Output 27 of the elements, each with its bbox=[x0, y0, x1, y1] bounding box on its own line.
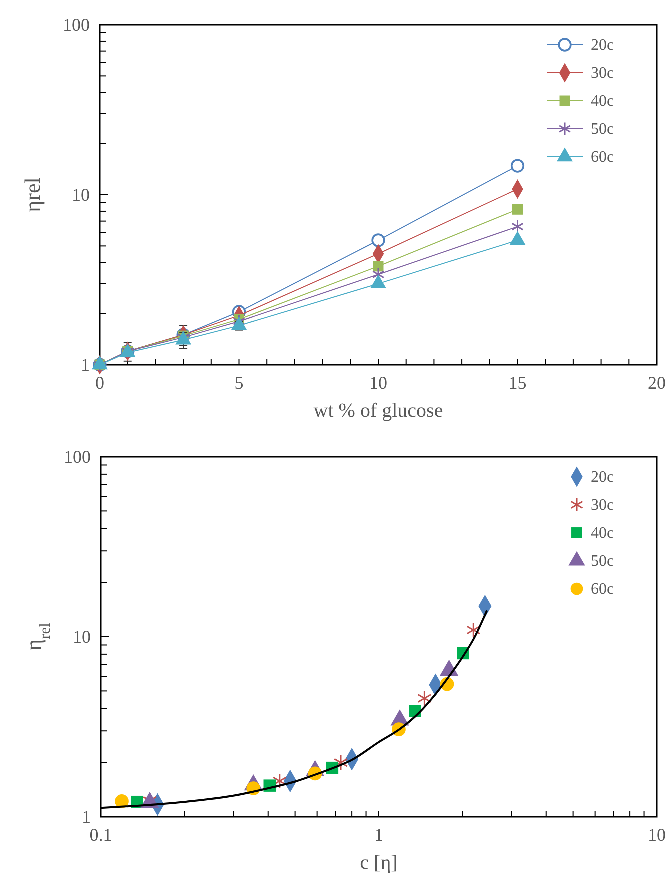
x-tick-label: 0 bbox=[96, 373, 104, 393]
legend-label: 20c bbox=[591, 37, 614, 54]
legend-label: 50c bbox=[591, 121, 614, 138]
y-tick-label: 10 bbox=[73, 627, 91, 647]
legend-label: 50c bbox=[591, 553, 614, 570]
x-tick-label: 10 bbox=[370, 373, 388, 393]
x-tick-label: 20 bbox=[648, 373, 666, 393]
legend-label: 60c bbox=[591, 149, 614, 166]
legend-label: 30c bbox=[591, 65, 614, 82]
legend-label: 40c bbox=[591, 93, 614, 110]
y-tick-label: 1 bbox=[81, 355, 90, 375]
x-tick-label: 1 bbox=[374, 825, 384, 845]
x-tick-label: 0.1 bbox=[90, 825, 112, 845]
y-axis-title: ηrel bbox=[20, 178, 45, 212]
x-axis-title: wt % of glucose bbox=[314, 400, 444, 422]
x-tick-label: 10 bbox=[648, 825, 666, 845]
legend-label: 40c bbox=[591, 525, 614, 542]
x-tick-label: 5 bbox=[234, 373, 244, 393]
y-tick-label: 100 bbox=[63, 15, 90, 35]
legend-label: 20c bbox=[591, 469, 614, 486]
y-tick-label: 10 bbox=[72, 185, 90, 205]
y-tick-label: 100 bbox=[64, 447, 91, 467]
legend-label: 30c bbox=[591, 497, 614, 514]
x-axis-title: c [η] bbox=[360, 852, 398, 874]
y-tick-label: 1 bbox=[82, 807, 91, 827]
legend-label: 60c bbox=[591, 581, 614, 598]
x-tick-label: 15 bbox=[508, 373, 527, 393]
